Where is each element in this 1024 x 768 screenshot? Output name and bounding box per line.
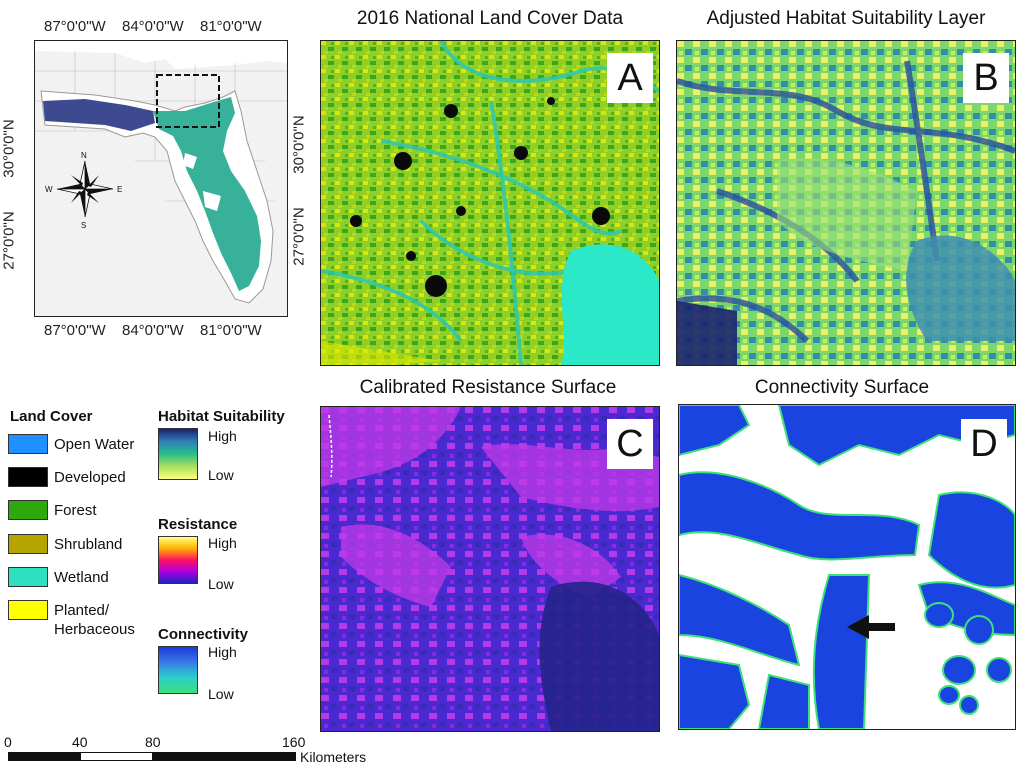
habitat-high-label: High: [208, 428, 237, 444]
compass-e: E: [117, 185, 123, 194]
scale-unit-label: Kilometers: [300, 749, 367, 765]
swatch-developed: [8, 467, 48, 487]
scale-tick-40: 40: [72, 734, 88, 750]
panel-b-letter: B: [963, 53, 1009, 103]
resistance-low-label: Low: [208, 576, 234, 592]
inset-lat-left-1: 30°0'0"N: [0, 119, 18, 178]
panel-c-resistance-map: C: [320, 406, 660, 732]
study-area-box: [156, 74, 220, 128]
resistance-high-label: High: [208, 535, 237, 551]
compass-s: S: [81, 221, 87, 230]
inset-lat-left-2: 27°0'0"N: [0, 211, 18, 270]
legend-connectivity-title: Connectivity: [158, 626, 249, 643]
habitat-low-label: Low: [208, 467, 234, 483]
inset-lon-top-2: 84°0'0"W: [122, 18, 184, 35]
legend-label-planted: Planted/: [54, 602, 110, 619]
scale-bar: [8, 752, 296, 761]
swatch-planted-herbaceous: [8, 600, 48, 620]
panel-b-title: Adjusted Habitat Suitability Layer: [706, 8, 986, 29]
inset-lat-right-1: 30°0'0"N: [290, 115, 308, 174]
swatch-forest: [8, 500, 48, 520]
scale-tick-160: 160: [282, 734, 306, 750]
inset-map-frame: N S E W: [34, 40, 288, 317]
inset-lat-right-2: 27°0'0"N: [290, 207, 308, 266]
panel-a-letter: A: [607, 53, 653, 103]
compass-n: N: [81, 151, 87, 160]
panel-d-letter: D: [961, 419, 1007, 469]
inset-lon-top-1: 87°0'0"W: [44, 18, 106, 35]
panel-c-title: Calibrated Resistance Surface: [359, 377, 617, 398]
legend-habitat-title: Habitat Suitability: [158, 408, 285, 425]
arrow-icon: [847, 615, 895, 639]
legend-label-forest: Forest: [54, 502, 97, 519]
legend-label-open-water: Open Water: [54, 436, 135, 453]
legend-label-developed: Developed: [54, 469, 126, 486]
legend-label-wetland: Wetland: [54, 569, 109, 586]
swatch-shrubland: [8, 534, 48, 554]
panel-d-title: Connectivity Surface: [754, 377, 930, 398]
panel-b-habitat-suitability-map: B: [676, 40, 1016, 366]
panel-a-title: 2016 National Land Cover Data: [356, 8, 624, 29]
inset-lon-bottom-2: 84°0'0"W: [122, 322, 184, 339]
inset-lon-bottom-1: 87°0'0"W: [44, 322, 106, 339]
connectivity-high-label: High: [208, 644, 237, 660]
florida-inset-map: [35, 51, 287, 316]
panel-a-land-cover-map: A: [320, 40, 660, 366]
scale-tick-0: 0: [4, 734, 12, 750]
resistance-ramp: [158, 536, 198, 584]
scale-tick-80: 80: [145, 734, 161, 750]
legend-label-shrubland: Shrubland: [54, 536, 123, 553]
compass-rose-icon: [56, 160, 114, 218]
legend-resistance-title: Resistance: [158, 516, 238, 533]
panel-d-connectivity-map: D: [678, 404, 1016, 730]
habitat-suitability-ramp: [158, 428, 198, 480]
inset-lon-bottom-3: 81°0'0"W: [200, 322, 262, 339]
compass-w: W: [45, 185, 53, 194]
swatch-open-water: [8, 434, 48, 454]
legend-land-cover-title: Land Cover: [10, 408, 93, 425]
legend-label-herbaceous: Herbaceous: [54, 621, 135, 638]
connectivity-low-label: Low: [208, 686, 234, 702]
swatch-wetland: [8, 567, 48, 587]
panel-c-letter: C: [607, 419, 653, 469]
connectivity-ramp: [158, 646, 198, 694]
inset-lon-top-3: 81°0'0"W: [200, 18, 262, 35]
